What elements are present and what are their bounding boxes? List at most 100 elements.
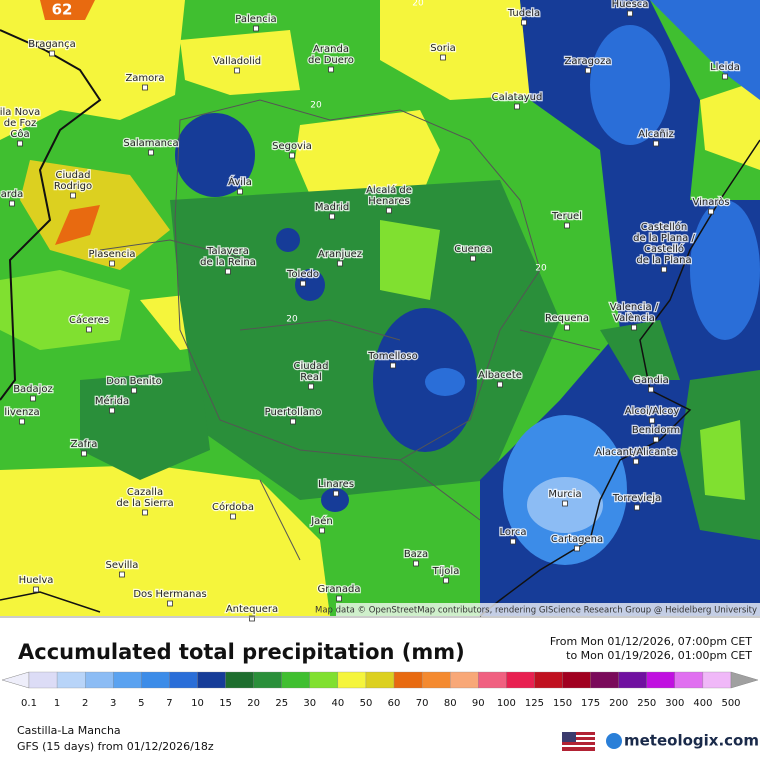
city-marker [497,381,503,388]
legend-label: 7 [166,698,172,709]
city-label: Alcoi/Alcoy [625,406,680,417]
legend-label: 3 [110,698,116,709]
legend-label: 100 [497,698,516,709]
city-label: Cuenca [454,244,491,255]
city-label: Cartagena [551,534,603,545]
city-marker [290,418,296,425]
city-label: Tomelloso [367,351,417,362]
legend-swatch [141,671,170,689]
brand-logo [606,733,622,749]
city-label: Puertollano [265,407,322,418]
city-marker [337,260,343,267]
legend-swatch [618,671,647,689]
map [0,0,760,617]
city-marker [653,140,659,147]
city-marker [253,25,259,32]
city-marker [308,383,314,390]
city-marker [119,571,125,578]
city-marker [167,600,173,607]
city-label: Henares [368,196,409,207]
legend-label: 1 [54,698,60,709]
city-label: Segovia [272,141,312,152]
legend-label: 175 [581,698,600,709]
legend-swatch [506,671,535,689]
city-marker [81,450,87,457]
city-label: Calatayud [492,92,543,103]
city-label: Aranda [313,44,349,55]
city-marker [653,436,659,443]
legend-swatch [28,671,58,689]
city-marker [627,10,633,17]
city-label: Zafra [71,439,98,450]
city-label: Ávila [228,175,252,188]
legend-swatch [393,671,423,689]
legend-label: 50 [360,698,373,709]
city-marker [109,407,115,414]
city-label: Badajoz [13,384,53,395]
city-label: Talavera [206,246,249,257]
legend-swatch [85,671,114,689]
city-label: Vinaròs [692,196,729,208]
legend-label: 15 [219,698,232,709]
legend-label: 25 [275,698,288,709]
city-label: Jaén [310,515,333,527]
city-label: Soria [430,43,455,54]
city-label: Huelva [19,575,54,586]
legend-label: 150 [553,698,572,709]
contour-label: 20 [286,315,298,325]
legend-label: 500 [721,698,740,709]
city-label: de Foz [4,118,36,129]
city-marker [634,504,640,511]
legend-swatch [225,671,254,689]
legend-label: 20 [247,698,260,709]
city-label: Cáceres [69,314,109,326]
city-label: Antequera [226,604,278,615]
legend-high-arrow [730,671,759,689]
city-label: Cazalla [127,487,163,498]
legend-swatch [562,671,591,689]
legend-label: 10 [191,698,204,709]
legend-label: 0.1 [21,698,37,709]
city-label: livenza [4,407,39,418]
model: GFS (15 days) from 01/12/2026/18z [17,740,214,753]
city-marker [70,192,76,199]
city-label: Granada [318,584,361,595]
legend-swatch [421,671,451,689]
city-label: Lorca [499,527,526,538]
city-label: de la Plana [636,255,691,266]
legend-label: 70 [416,698,429,709]
legend-swatch [197,671,226,689]
city-label: Real [300,372,322,383]
legend-label: 250 [637,698,656,709]
city-marker [648,386,654,393]
date-from: From Mon 01/12/2026, 07:00pm CET [550,635,752,648]
city-marker [585,67,591,74]
city-label: arda [1,189,24,200]
legend-swatch [450,671,479,689]
city-label: Salamanca [123,138,178,149]
city-marker [131,387,137,394]
city-label: de la Plana / [633,233,695,244]
city-label: Madrid [315,202,349,213]
city-marker [562,500,568,507]
flag [562,732,595,751]
city-label: Torrevieja [612,493,661,504]
city-marker [386,207,392,214]
legend-swatch [281,671,310,689]
brand[interactable]: meteologix.com [624,732,759,750]
date-to: to Mon 01/19/2026, 01:00pm CET [566,649,752,662]
legend-label: 5 [138,698,144,709]
city-marker [708,208,714,215]
city-label: de la Reina [200,257,256,268]
city-marker [574,545,580,552]
city-marker [142,509,148,516]
legend-label: 400 [693,698,712,709]
city-label: Alcalá de [366,184,412,196]
city-label: Alcañiz [638,129,674,140]
city-marker [564,222,570,229]
contour-label: 20 [412,0,424,9]
legend-swatch [702,671,732,689]
legend-label: 30 [303,698,316,709]
city-label: Mérida [95,395,129,407]
